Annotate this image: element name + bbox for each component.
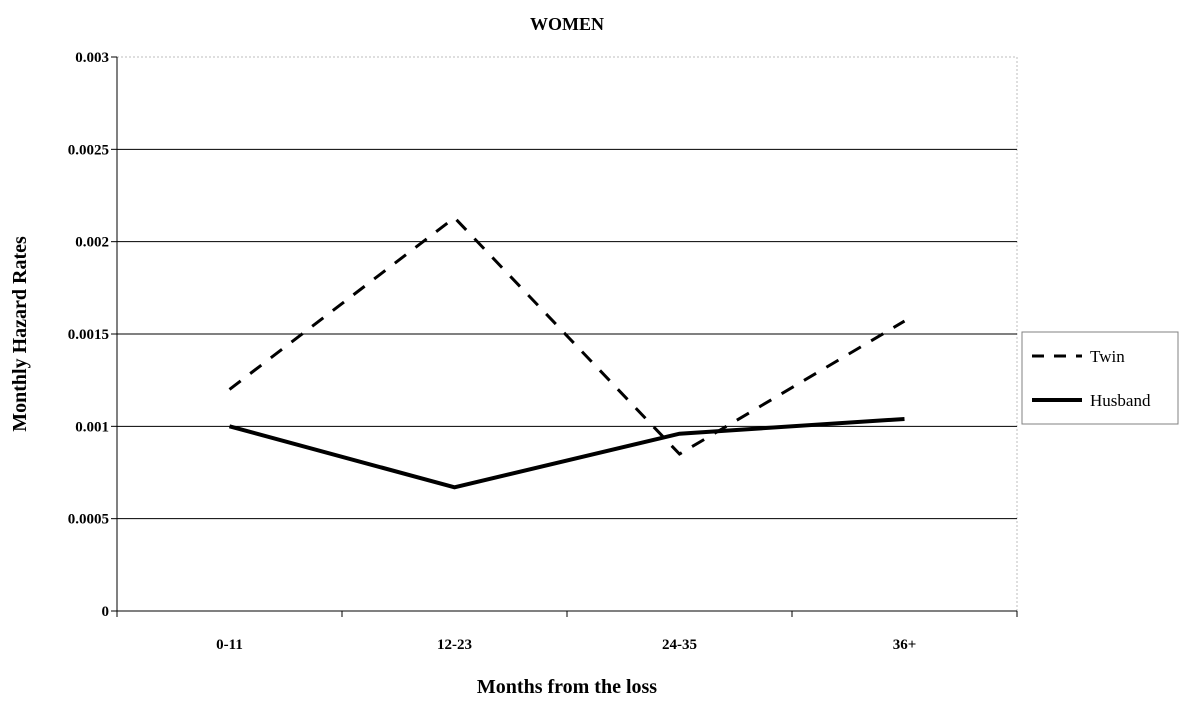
series-line-twin xyxy=(228,215,906,456)
y-axis-label: Monthly Hazard Rates xyxy=(9,236,31,432)
y-tick-label: 0.003 xyxy=(75,50,109,66)
data-point-twin xyxy=(903,320,906,323)
data-point-twin xyxy=(228,388,231,391)
y-tick-label: 0.0025 xyxy=(68,142,109,158)
x-axis-ticks: 0-11 12-23 24-35 36+ xyxy=(116,611,1018,653)
x-axis-label: Months from the loss xyxy=(477,676,657,698)
x-tick-label: 12-23 xyxy=(437,637,472,653)
y-axis-ticks: 0 0.0005 0.001 0.0015 0.002 0.0025 0.003 xyxy=(68,50,117,620)
data-point-husband xyxy=(903,417,906,420)
legend-label-twin: Twin xyxy=(1090,347,1125,366)
gridlines xyxy=(117,148,1017,520)
data-point-husband xyxy=(453,486,456,489)
data-point-twin xyxy=(453,216,456,219)
series-lines xyxy=(228,215,906,490)
x-tick-label: 0-11 xyxy=(216,637,243,653)
y-tick-label: 0 xyxy=(102,604,110,620)
x-tick-label: 36+ xyxy=(893,637,917,653)
y-tick-label: 0.0005 xyxy=(68,512,109,528)
x-tick-label: 24-35 xyxy=(662,637,697,653)
data-point-twin xyxy=(678,453,681,456)
data-point-husband xyxy=(678,432,681,435)
series-line-husband xyxy=(228,416,905,490)
legend-box xyxy=(1021,331,1179,425)
data-point-husband xyxy=(228,425,231,428)
y-tick-label: 0.001 xyxy=(75,419,109,435)
legend: Twin Husband xyxy=(1021,331,1179,425)
chart-title: WOMEN xyxy=(530,14,604,34)
legend-label-husband: Husband xyxy=(1090,391,1151,410)
y-tick-label: 0.0015 xyxy=(68,327,109,343)
y-tick-label: 0.002 xyxy=(75,235,109,251)
